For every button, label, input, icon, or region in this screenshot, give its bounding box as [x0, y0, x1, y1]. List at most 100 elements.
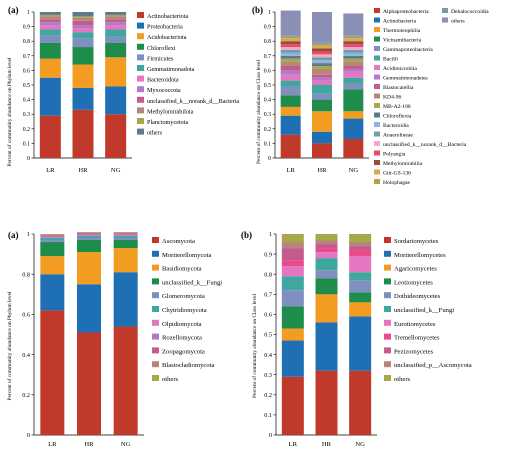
y-axis-label: Percent of community abundance on Phylum…: [6, 57, 13, 166]
bar-segment-hr-7: [72, 28, 94, 33]
legend-entry-label: Tremellomycetes: [394, 335, 440, 342]
legend-entry-label: unclassified_k__Fungi: [394, 307, 454, 314]
bar-segment-ng-3: [113, 248, 138, 273]
legend-swatch: [374, 17, 380, 23]
legend-swatch: [137, 33, 144, 40]
legend-swatch: [374, 122, 380, 127]
legend-swatch: [152, 278, 159, 285]
y-tick-label: 0.3: [264, 112, 271, 118]
legend-entry-label: unclassified_k__Fungi: [162, 279, 222, 286]
legend-swatch: [137, 107, 144, 114]
y-tick-label: 0.5: [23, 83, 30, 89]
bar-segment-hr-5: [77, 238, 101, 241]
bar-segment-hr-2: [72, 87, 94, 110]
bar-segment-lr-8: [281, 260, 304, 267]
bar-segment-lr-3: [280, 106, 301, 116]
legend-swatch: [137, 96, 144, 103]
bar-segment-hr-7: [312, 80, 332, 85]
bar-segment-hr-4: [312, 99, 332, 112]
bar-segment-hr-8: [312, 77, 332, 81]
legend-entry-label: Sordariomycetes: [394, 238, 439, 245]
legend-entry-label: Polyangia: [383, 152, 406, 158]
y-tick-label: 0.7: [264, 54, 271, 60]
bar-segment-hr-3: [312, 111, 332, 132]
bar-segment-lr-2: [40, 274, 65, 311]
legend-swatch: [374, 8, 380, 13]
legend-swatch: [384, 347, 391, 354]
y-tick-label: 0.1: [264, 412, 272, 419]
bar-segment-ng-1: [113, 326, 138, 435]
bar-segment-ng-11: [105, 14, 127, 17]
bar-segment-hr-6: [77, 236, 101, 239]
y-tick-label: 1: [27, 10, 30, 16]
bar-segment-lr-19: [280, 36, 301, 39]
legend-entry-label: unclassified_k__norank_d__Bacteria: [383, 141, 467, 148]
bar-segment-hr-8: [77, 234, 101, 236]
legend-swatch: [152, 306, 159, 312]
legend-swatch: [137, 118, 144, 124]
bar-segment-ng-11: [113, 231, 138, 233]
bar-segment-ng-11: [343, 58, 364, 62]
bar-segment-hr-1: [315, 370, 338, 435]
bar-segment-ng-9: [343, 66, 364, 69]
bar-segment-ng-11: [349, 234, 372, 243]
x-category-label: NG: [355, 441, 365, 448]
bar-segment-lr-3: [40, 256, 65, 275]
legend-swatch: [384, 292, 391, 299]
bar-segment-lr-17: [280, 41, 301, 45]
bar-segment-ng-7: [105, 25, 127, 30]
bar-segment-ng-6: [343, 77, 364, 84]
x-category-label: LR: [289, 441, 298, 448]
bar-segment-ng-14: [343, 49, 364, 53]
bar-segment-lr-6: [40, 238, 65, 241]
legend-entry-label: Eurotiomycetes: [394, 321, 436, 328]
legend-entry-label: Bacteroidota: [147, 77, 179, 84]
bar-segment-ng-5: [349, 280, 372, 293]
bar-segment-ng-15: [343, 47, 364, 50]
y-tick-label: 0.5: [264, 332, 272, 339]
panel-label: (a): [8, 230, 19, 240]
x-category-label: HR: [317, 167, 327, 174]
bar-segment-ng-6: [349, 272, 372, 281]
bar-segment-ng-5: [105, 36, 127, 43]
legend-entry-label: others: [394, 376, 411, 383]
bar-segment-ng-3: [343, 111, 364, 119]
legend: Ascomycota Mortierellomycota Basidiomycota…: [152, 237, 222, 383]
y-tick-label: 1: [27, 231, 30, 238]
y-axis-label: Percent of community abundance on Class …: [255, 60, 262, 164]
legend-entry-label: Firmicutes: [147, 55, 174, 62]
chart-panel-1: (a) Percent of community abundance on Phy…: [6, 5, 239, 174]
legend-swatch: [137, 43, 144, 50]
bar-segment-lr-8: [280, 70, 301, 75]
bar-segment-ng-16: [343, 44, 364, 48]
y-tick-label: 0.9: [264, 251, 272, 258]
legend-swatch: [374, 103, 380, 108]
bar-segment-ng-4: [113, 240, 138, 249]
bar-segment-hr-9: [312, 74, 332, 78]
legend: Actinobacteriota Proteobacteria Acidobacte…: [137, 12, 239, 137]
y-tick-label: 0: [269, 432, 272, 439]
bar-segment-hr-1: [72, 109, 94, 158]
legend-swatch: [374, 27, 380, 32]
bar-segment-lr-7: [280, 74, 301, 81]
bar-segment-lr-18: [280, 38, 301, 42]
legend-entry-label: others: [451, 19, 465, 25]
legend-swatch: [384, 264, 391, 271]
bar-segment-lr-11: [280, 58, 301, 62]
bar-segment-ng-9: [349, 246, 372, 251]
legend-entry-label: Chloroflexia: [383, 113, 412, 120]
y-tick-label: 0.4: [264, 352, 272, 359]
bar-segment-hr-12: [312, 63, 332, 67]
bar-segment-ng-12: [343, 55, 364, 59]
legend-swatch: [384, 278, 391, 285]
legend-swatch: [384, 333, 391, 340]
bar-segment-ng-1: [349, 370, 372, 435]
bar-segment-hr-6: [315, 258, 338, 271]
legend-entry-label: Mortierellomycetes: [394, 252, 446, 259]
panel-label: (a): [8, 5, 19, 15]
legend-entry-label: Dothideomycetes: [394, 293, 441, 300]
bar-segment-ng-2: [113, 272, 138, 327]
y-tick-label: 0.2: [23, 127, 30, 133]
bar-segment-lr-12: [280, 55, 301, 59]
bar-segment-hr-17: [312, 48, 332, 52]
